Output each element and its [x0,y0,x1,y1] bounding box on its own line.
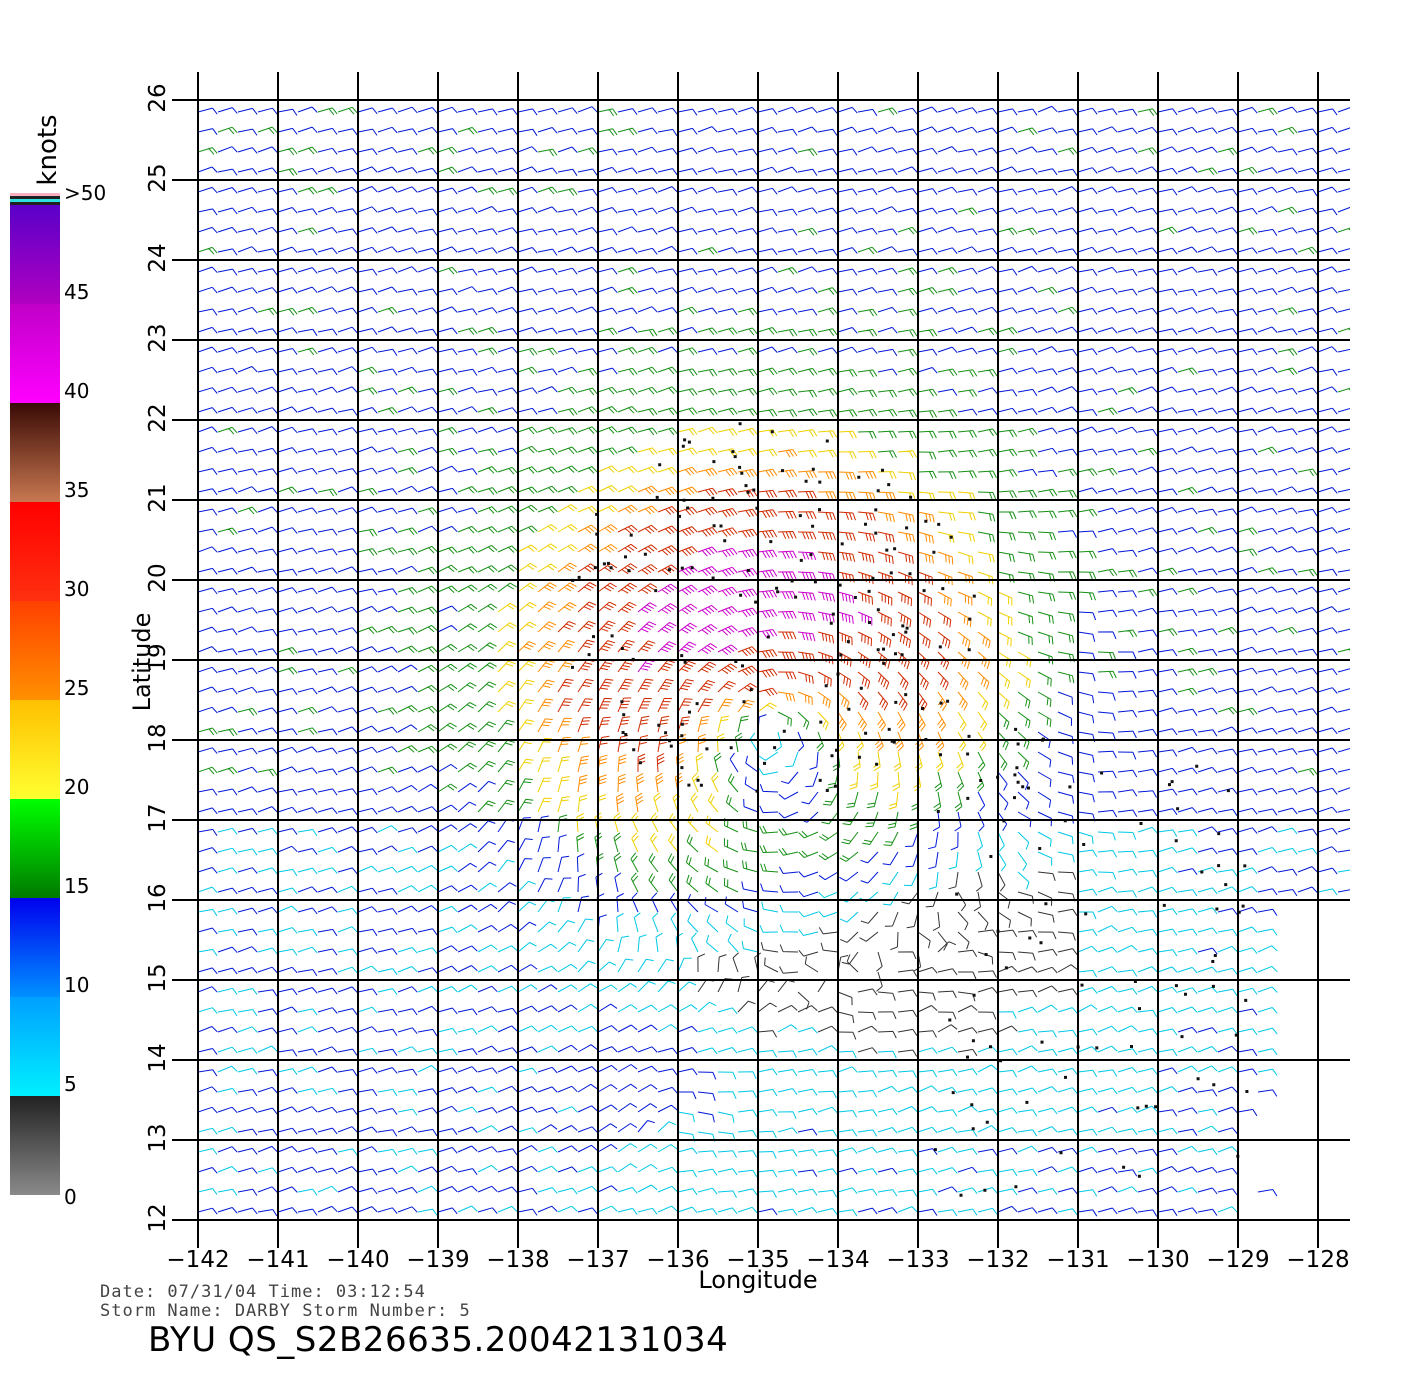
colorbar-tick-label: 40 [64,379,90,403]
wind-barb-group [697,871,1078,1057]
colorbar-segment [10,601,60,700]
colorbar-stripe [10,193,60,196]
colorbar-stripe [10,199,60,202]
x-tick-label: −136 [646,1247,710,1273]
colorbar-segment [10,502,60,601]
x-tick-label: −137 [566,1247,630,1273]
colorbar-segment [10,403,60,502]
x-tick-label: −132 [966,1247,1030,1273]
x-tick-label: −131 [1046,1247,1110,1273]
x-axis-label: Longitude [698,1266,818,1294]
colorbar-tick-label: 5 [64,1072,77,1096]
colorbar-tick-label: 45 [64,280,90,304]
colorbar-stripe [10,196,60,199]
colorbar-tick-label: 30 [64,577,90,601]
grid-lines [172,72,1350,1248]
wind-barbs [198,105,1350,1217]
colorbar-tick-label: 10 [64,973,90,997]
rain-flag-markers [571,422,1249,1197]
colorbar-tick-label: 35 [64,478,90,502]
y-tick-label: 17 [145,803,171,833]
y-tick-label: 26 [145,83,171,113]
colorbar-segment [10,997,60,1096]
y-tick-label: 21 [145,483,171,513]
x-tick-label: −128 [1286,1247,1350,1273]
storm-info-line: Storm Name: DARBY Storm Number: 5 [100,1301,471,1321]
y-axis-label: Latitude [128,612,156,712]
colorbar-tick-label: >50 [64,181,107,205]
colorbar-segment [10,1096,60,1195]
wind-barb-group [198,731,1350,1217]
y-tick-label: 18 [145,723,171,753]
x-tick-label: −133 [886,1247,950,1273]
wind-barb-group [198,105,1350,1217]
y-tick-label: 20 [145,563,171,593]
y-tick-label: 16 [145,883,171,913]
x-tick-label: −135 [726,1247,790,1273]
y-tick-label: 22 [145,403,171,433]
product-title: BYU QS_S2B26635.20042131034 [148,1320,729,1360]
wind-barb-group [637,546,873,673]
x-tick-label: −138 [486,1247,550,1273]
x-tick-label: −129 [1206,1247,1270,1273]
colorbar-segment [10,700,60,799]
x-tick-label: −140 [326,1247,390,1273]
colorbar-segment [10,304,60,403]
y-tick-label: 14 [145,1043,171,1073]
colorbar-tick-label: 25 [64,676,90,700]
y-tick-label: 15 [145,963,171,993]
date-time-line: Date: 07/31/04 Time: 03:12:54 [100,1282,426,1302]
colorbar-unit-label: knots [33,114,63,186]
y-tick-label: 13 [145,1123,171,1153]
x-tick-label: −130 [1126,1247,1190,1273]
wind-barb-group [557,487,952,773]
colorbar-tick-label: 15 [64,874,90,898]
y-tick-label: 24 [145,243,171,273]
x-tick-label: −142 [166,1247,230,1273]
colorbar-segment [10,898,60,997]
colorbar-tick-label: 20 [64,775,90,799]
colorbar-tick-label: 0 [64,1185,77,1209]
x-tick-label: −139 [406,1247,470,1273]
y-tick-label: 25 [145,163,171,193]
y-tick-label: 12 [145,1203,171,1233]
y-tick-label: 23 [145,323,171,353]
colorbar-stripe [10,202,60,205]
wind-barb-group [497,426,1032,853]
wind-barb-group [517,449,991,813]
colorbar-segment [10,799,60,898]
colorbar [10,193,60,1195]
x-tick-label: −141 [246,1247,310,1273]
wind-barb-group [198,106,1350,893]
colorbar-segment [10,205,60,304]
x-tick-label: −134 [806,1247,870,1273]
